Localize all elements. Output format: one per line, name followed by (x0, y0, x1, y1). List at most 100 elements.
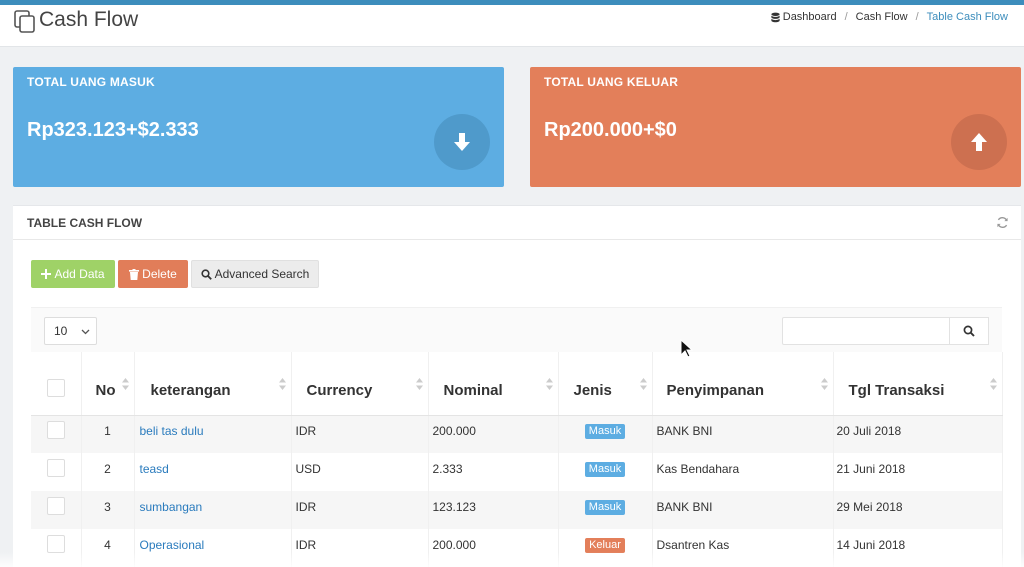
total-uang-masuk-card: TOTAL UANG MASUK Rp323.123+$2.333 (13, 67, 504, 187)
sort-icon (820, 378, 828, 390)
jenis-badge: Masuk (584, 462, 626, 477)
keterangan-link[interactable]: sumbangan (139, 500, 203, 514)
search-button[interactable] (950, 317, 989, 345)
advanced-search-button[interactable]: Advanced Search (191, 260, 319, 288)
cell-tgl: 29 Mei 2018 (833, 491, 1003, 529)
row-select-cell (31, 415, 82, 453)
sort-icon (121, 378, 129, 390)
table-row: 1 beli tas dulu IDR 200.000 Masuk BANK B… (31, 415, 1003, 453)
delete-label: Delete (142, 267, 177, 281)
arrow-down-icon (454, 133, 470, 151)
cell-currency: IDR (291, 491, 429, 529)
breadcrumb-separator: / (915, 11, 919, 23)
database-icon (771, 12, 780, 22)
row-select-cell (31, 491, 82, 529)
column-header-jenis[interactable]: Jenis (558, 352, 653, 416)
column-header-nominal[interactable]: Nominal (428, 352, 559, 416)
cell-currency: IDR (291, 415, 429, 453)
keterangan-link[interactable]: beli tas dulu (139, 424, 204, 439)
row-checkbox[interactable] (46, 458, 65, 477)
sort-icon (278, 378, 286, 390)
select-all-header (31, 352, 82, 416)
search-icon (201, 268, 212, 280)
column-label: No (95, 381, 116, 399)
top-accent-bar (0, 0, 1024, 5)
row-checkbox[interactable] (46, 534, 65, 553)
sort-icon (639, 378, 647, 390)
cell-no: 3 (81, 491, 135, 529)
row-checkbox[interactable] (46, 496, 65, 515)
column-label: Tgl Transaksi (848, 381, 945, 399)
cell-nominal: 123.123 (428, 491, 559, 529)
delete-button[interactable]: Delete (118, 260, 188, 288)
stat-label: TOTAL UANG KELUAR (544, 75, 679, 89)
page-length-value: 10 (54, 324, 68, 338)
mouse-cursor-icon (680, 339, 694, 358)
search-input[interactable] (782, 317, 950, 345)
column-label: keterangan (150, 381, 231, 399)
box-header: TABLE CASH FLOW (13, 206, 1021, 240)
cash-flow-table: No keterangan Currency Nominal (31, 352, 1003, 567)
table-row: 2 teasd USD 2.333 Masuk Kas Bendahara 21… (31, 453, 1003, 491)
breadcrumb-separator: / (844, 11, 848, 23)
page-length-select[interactable]: 10 (44, 317, 97, 345)
bottom-fade (0, 552, 1024, 567)
stat-icon-circle (434, 114, 490, 170)
add-data-button[interactable]: Add Data (31, 260, 115, 288)
total-uang-keluar-card: TOTAL UANG KELUAR Rp200.000+$0 (530, 67, 1021, 187)
plus-icon (41, 269, 52, 279)
cell-tgl: 20 Juli 2018 (833, 415, 1003, 453)
column-label: Nominal (443, 381, 503, 399)
breadcrumb-dashboard[interactable]: Dashboard (782, 11, 837, 23)
table-row: 3 sumbangan IDR 123.123 Masuk BANK BNI 2… (31, 491, 1003, 529)
table-header-row: No keterangan Currency Nominal (31, 352, 1003, 416)
column-header-no[interactable]: No (81, 352, 135, 416)
breadcrumb-cash-flow[interactable]: Cash Flow (855, 11, 908, 23)
sort-icon (989, 378, 997, 390)
chevron-down-icon (81, 329, 90, 335)
column-label: Penyimpanan (666, 381, 765, 399)
column-header-penyimpanan[interactable]: Penyimpanan (652, 352, 834, 416)
cell-nominal: 200.000 (428, 415, 559, 453)
advanced-search-label: Advanced Search (214, 267, 310, 281)
stat-value: Rp323.123+$2.333 (27, 119, 199, 141)
page-header: Cash Flow Dashboard / Cash Flow / Table … (0, 5, 1024, 47)
jenis-badge: Masuk (584, 500, 626, 515)
cell-penyimpanan: BANK BNI (652, 415, 834, 453)
column-header-currency[interactable]: Currency (291, 352, 429, 416)
arrow-up-icon (971, 133, 987, 151)
trash-icon (129, 268, 140, 280)
keterangan-link[interactable]: Operasional (139, 538, 205, 552)
column-label: Currency (306, 381, 373, 399)
sort-icon (415, 378, 423, 390)
select-all-checkbox[interactable] (46, 379, 65, 398)
jenis-badge: Keluar (585, 538, 625, 553)
refresh-icon[interactable] (996, 216, 1009, 229)
stat-value: Rp200.000+$0 (544, 119, 677, 141)
cell-tgl: 21 Juni 2018 (833, 453, 1003, 491)
breadcrumb-current: Table Cash Flow (926, 11, 1008, 23)
page-title: Cash Flow (39, 8, 139, 31)
column-header-tgl-transaksi[interactable]: Tgl Transaksi (833, 352, 1003, 416)
box-title: TABLE CASH FLOW (27, 216, 143, 230)
sort-icon (545, 378, 553, 390)
cell-no: 1 (81, 415, 135, 453)
stat-icon-circle (951, 114, 1007, 170)
keterangan-link[interactable]: teasd (139, 462, 169, 476)
search-icon (963, 325, 975, 337)
cell-nominal: 2.333 (428, 453, 559, 491)
table-cash-flow-box: TABLE CASH FLOW Add Data Delete Advanced… (13, 205, 1021, 567)
cell-penyimpanan: BANK BNI (652, 491, 834, 529)
row-select-cell (31, 453, 82, 491)
datatable-wrapper: 10 No (31, 307, 1003, 567)
column-label: Jenis (573, 381, 612, 399)
jenis-badge: Masuk (584, 424, 626, 440)
column-header-keterangan[interactable]: keterangan (134, 352, 292, 416)
add-data-label: Add Data (54, 267, 105, 281)
cell-penyimpanan: Kas Bendahara (652, 453, 834, 491)
cell-no: 2 (81, 453, 135, 491)
row-checkbox[interactable] (46, 420, 65, 439)
cell-currency: USD (291, 453, 429, 491)
stat-label: TOTAL UANG MASUK (27, 75, 155, 89)
copy-icon (14, 10, 35, 33)
